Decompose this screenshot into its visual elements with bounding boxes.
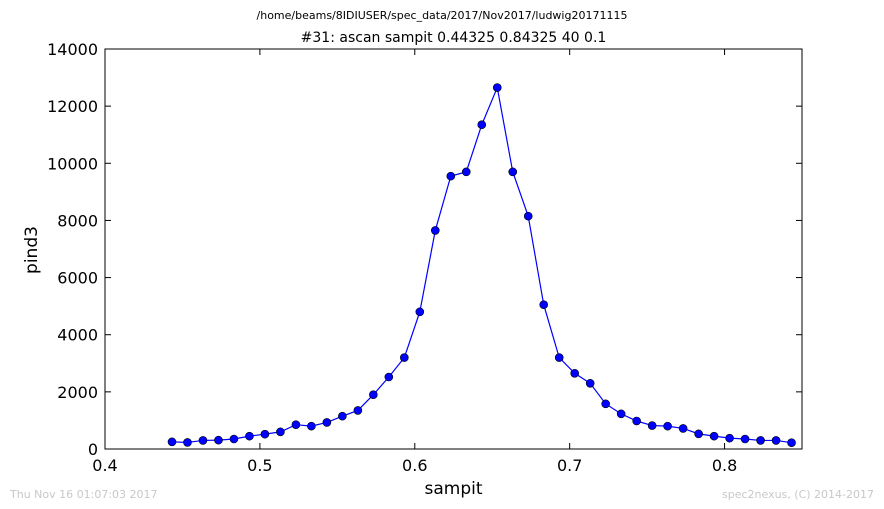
y-tick-label: 4000 xyxy=(57,326,98,345)
data-point xyxy=(167,437,177,447)
series-line xyxy=(171,85,792,444)
y-tick-label: 0 xyxy=(88,440,98,459)
x-tick-label: 0.4 xyxy=(92,456,117,475)
file-path-title: /home/beams/8IDIUSER/spec_data/2017/Nov2… xyxy=(256,9,628,22)
x-tick-label: 0.8 xyxy=(712,456,737,475)
ticks-layer: 0.4 0.5 0.6 0.7 0.8 0 2000 4000 6000 8000 10000 120… xyxy=(47,40,802,475)
y-tick-label: 14000 xyxy=(47,40,98,59)
data-point xyxy=(477,120,487,130)
x-tick-label: 0.6 xyxy=(402,456,427,475)
data-point xyxy=(400,353,409,362)
data-point xyxy=(570,368,580,378)
data-point xyxy=(694,429,703,439)
data-point xyxy=(554,353,564,362)
data-point xyxy=(276,427,285,437)
data-point xyxy=(647,421,657,430)
data-point xyxy=(461,167,471,177)
data-point xyxy=(322,418,332,427)
data-point xyxy=(539,300,549,310)
footer-timestamp: Thu Nov 16 01:07:03 2017 xyxy=(10,488,158,501)
data-point xyxy=(183,438,192,447)
data-point xyxy=(229,434,239,444)
series-layer xyxy=(167,83,796,448)
data-point xyxy=(446,171,456,181)
data-point xyxy=(369,390,378,400)
y-tick-label: 2000 xyxy=(57,383,98,402)
y-tick-label: 8000 xyxy=(57,211,98,230)
data-point xyxy=(725,433,734,443)
data-point xyxy=(616,409,626,419)
data-point xyxy=(632,416,641,426)
data-point xyxy=(709,431,719,441)
y-tick-label: 6000 xyxy=(57,269,98,288)
data-point xyxy=(430,226,440,235)
data-point xyxy=(508,167,518,177)
data-point xyxy=(740,434,750,444)
data-point xyxy=(678,424,688,433)
data-point xyxy=(756,436,765,445)
data-point xyxy=(307,421,316,431)
data-point xyxy=(338,411,347,421)
data-point xyxy=(771,436,781,445)
x-axis-label: sampit xyxy=(424,479,483,499)
y-tick-label: 10000 xyxy=(47,154,98,173)
data-point xyxy=(260,429,270,439)
data-point xyxy=(585,378,595,388)
data-point xyxy=(601,399,610,409)
data-point xyxy=(291,420,301,430)
y-tick-label: 12000 xyxy=(47,97,98,116)
data-point xyxy=(663,421,672,431)
x-tick-label: 0.5 xyxy=(247,456,272,475)
data-point xyxy=(492,83,502,92)
data-point xyxy=(245,431,254,441)
y-axis-label: pind3 xyxy=(22,226,42,274)
plot-frame xyxy=(104,48,803,450)
data-point xyxy=(198,436,208,445)
footer-credit: spec2nexus, (C) 2014-2017 xyxy=(722,488,874,501)
data-point xyxy=(523,211,533,221)
data-point xyxy=(787,438,796,448)
chart-title: #31: ascan sampit 0.44325 0.84325 40 0.1 xyxy=(300,30,607,46)
data-point xyxy=(415,307,425,317)
data-point xyxy=(353,406,363,415)
data-point xyxy=(384,372,394,382)
x-tick-label: 0.7 xyxy=(557,456,582,475)
data-point xyxy=(214,435,223,445)
